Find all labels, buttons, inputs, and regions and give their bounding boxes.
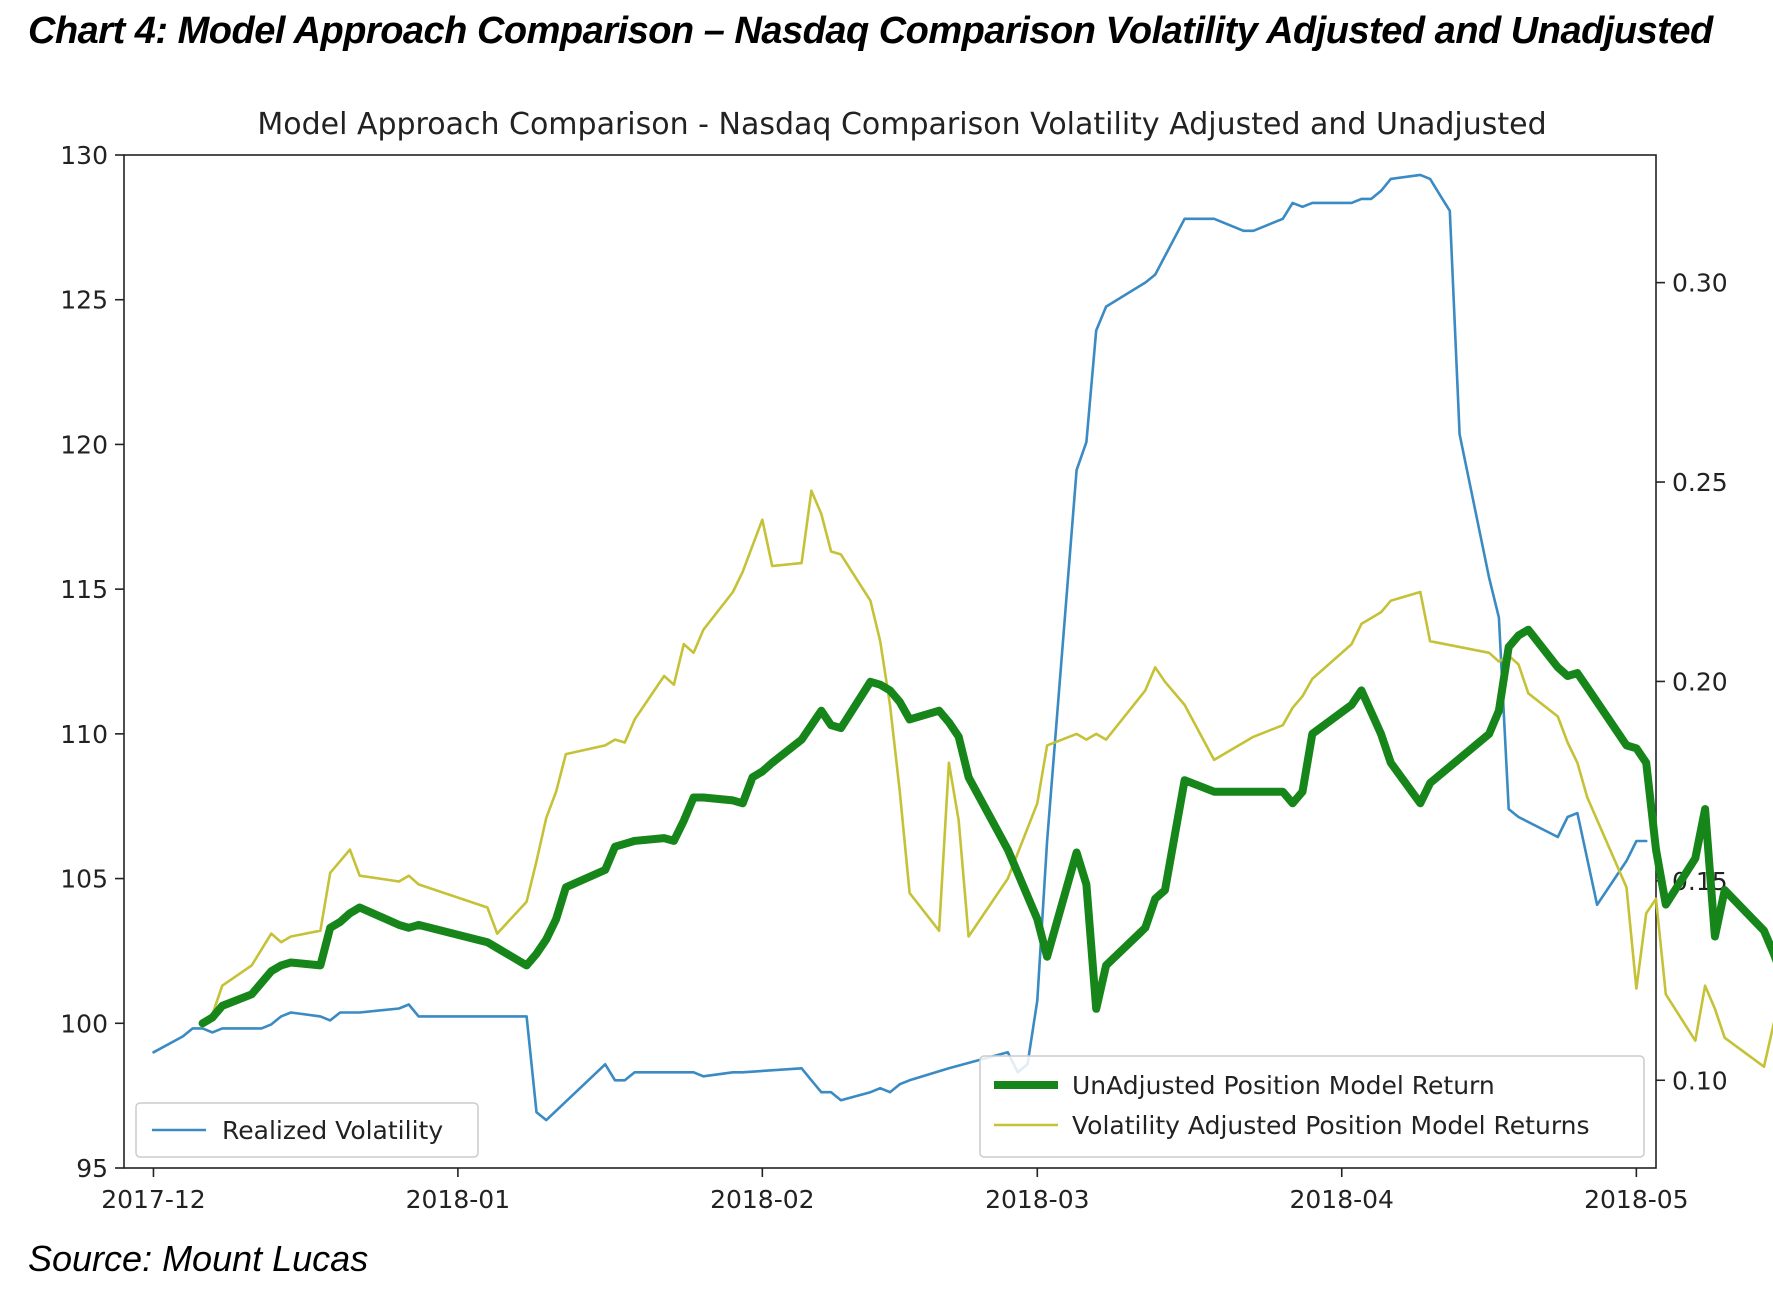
series-volatility-adjusted-position-model-returns: [201, 489, 1773, 1068]
series-unadjusted-position-model-return: [198, 625, 1773, 1028]
y-left-tick-label: 115: [60, 575, 108, 604]
legend-left-box: [135, 1102, 479, 1158]
x-tick-label: 2018-01: [406, 1185, 510, 1214]
x-tick-label: 2018-05: [1584, 1185, 1688, 1214]
legend-label-unadjusted: UnAdjusted Position Model Return: [1072, 1071, 1495, 1100]
x-tick-label: 2018-02: [710, 1185, 814, 1214]
y-left-tick-label: 95: [76, 1154, 108, 1183]
legends: Realized Volatility UnAdjusted Position M…: [135, 1055, 1645, 1158]
chart-title: Model Approach Comparison - Nasdaq Compa…: [257, 107, 1546, 142]
y-right-tick-label: 0.20: [1672, 667, 1728, 696]
y-left-tick-label: 105: [60, 865, 108, 894]
x-tick-label: 2018-03: [985, 1185, 1089, 1214]
y-right-tick-label: 0.30: [1672, 269, 1728, 298]
y-left-tick-label: 100: [60, 1009, 108, 1038]
y-right-tick-label: 0.10: [1672, 1066, 1728, 1095]
y-left-tick-label: 110: [60, 720, 108, 749]
source-note: Source: Mount Lucas: [28, 1238, 369, 1279]
y-left-tick-label: 125: [60, 286, 108, 315]
legend-label-realized-volatility: Realized Volatility: [222, 1116, 443, 1145]
series-realized-volatility: [152, 173, 1648, 1122]
y-right-tick-label: 0.25: [1672, 468, 1728, 497]
plot-series: [152, 173, 1773, 1122]
axes: 2017-12 2018-01 2018-02 2018-03 2018-04 2018-…: [60, 141, 1727, 1214]
figure-heading: Chart 4: Model Approach Comparison – Nas…: [28, 10, 1713, 52]
legend-label-vol-adjusted: Volatility Adjusted Position Model Retur…: [1072, 1111, 1590, 1140]
y-left-tick-label: 130: [60, 141, 108, 170]
y-left-tick-label: 120: [60, 430, 108, 459]
legend-right-box: [979, 1055, 1645, 1158]
x-tick-label: 2018-04: [1290, 1185, 1394, 1214]
plot-frame: [123, 154, 1657, 1169]
x-tick-label: 2017-12: [101, 1185, 205, 1214]
